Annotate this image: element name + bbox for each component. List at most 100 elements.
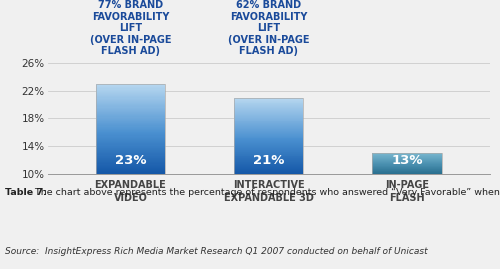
Bar xyxy=(234,153,304,154)
Bar xyxy=(96,123,165,124)
Bar xyxy=(96,95,165,96)
Bar xyxy=(234,151,304,152)
Bar xyxy=(96,86,165,87)
Bar xyxy=(234,141,304,142)
Bar xyxy=(96,168,165,169)
Bar xyxy=(234,135,304,136)
Bar xyxy=(234,132,304,133)
Bar xyxy=(234,137,304,139)
Bar xyxy=(234,115,304,116)
Bar xyxy=(96,158,165,159)
Bar xyxy=(234,131,304,132)
Bar xyxy=(234,172,304,174)
Bar xyxy=(96,140,165,141)
Bar xyxy=(234,129,304,130)
Bar xyxy=(96,96,165,97)
Bar xyxy=(96,103,165,104)
Bar xyxy=(234,150,304,151)
Bar xyxy=(96,92,165,93)
Bar xyxy=(96,153,165,154)
Bar xyxy=(96,114,165,115)
Bar xyxy=(96,91,165,92)
Bar xyxy=(96,107,165,108)
Text: 21%: 21% xyxy=(253,154,284,167)
Bar xyxy=(96,84,165,85)
Bar xyxy=(96,112,165,113)
Bar xyxy=(96,94,165,95)
Bar xyxy=(234,110,304,111)
Bar xyxy=(96,144,165,146)
Bar xyxy=(96,137,165,138)
Bar xyxy=(234,160,304,161)
Bar xyxy=(96,134,165,136)
Text: Table 7:: Table 7: xyxy=(5,188,47,197)
Bar xyxy=(96,139,165,140)
Bar xyxy=(234,107,304,108)
Bar xyxy=(96,165,165,166)
Bar xyxy=(96,119,165,120)
Bar xyxy=(234,169,304,170)
Bar xyxy=(96,147,165,148)
Bar xyxy=(96,110,165,111)
Bar xyxy=(96,118,165,119)
Bar xyxy=(96,87,165,89)
Bar xyxy=(234,124,304,125)
Bar xyxy=(234,157,304,158)
Bar xyxy=(234,142,304,143)
Bar xyxy=(234,100,304,101)
Bar xyxy=(96,159,165,160)
Bar xyxy=(96,164,165,165)
Bar xyxy=(234,134,304,135)
Bar xyxy=(234,144,304,145)
Bar xyxy=(96,133,165,134)
Bar xyxy=(96,129,165,130)
Bar xyxy=(96,150,165,151)
Bar xyxy=(96,141,165,142)
Bar xyxy=(234,164,304,165)
Bar xyxy=(96,121,165,122)
Bar xyxy=(96,149,165,150)
Bar xyxy=(96,142,165,143)
Bar xyxy=(96,151,165,152)
Bar xyxy=(96,169,165,170)
Bar xyxy=(234,159,304,160)
Bar xyxy=(234,130,304,131)
Bar xyxy=(234,155,304,157)
Bar xyxy=(234,140,304,141)
Bar xyxy=(372,153,442,174)
Bar xyxy=(234,165,304,166)
Bar xyxy=(234,113,304,114)
Bar xyxy=(234,126,304,127)
Bar xyxy=(234,122,304,123)
Bar xyxy=(96,162,165,164)
Bar xyxy=(96,85,165,86)
Text: The chart above represents the percentage of respondents who answered “Very Favo: The chart above represents the percentag… xyxy=(32,188,500,197)
Bar xyxy=(96,171,165,172)
Text: 77% BRAND
FAVORABILITY
LIFT
(OVER IN-PAGE
FLASH AD): 77% BRAND FAVORABILITY LIFT (OVER IN-PAG… xyxy=(90,0,171,56)
Bar xyxy=(234,146,304,147)
Bar xyxy=(234,127,304,128)
Bar xyxy=(234,168,304,169)
Bar xyxy=(234,147,304,148)
Bar xyxy=(234,116,304,117)
Bar xyxy=(96,143,165,144)
Bar xyxy=(96,161,165,162)
Bar xyxy=(234,109,304,110)
Bar xyxy=(234,139,304,140)
Bar xyxy=(234,145,304,146)
Bar xyxy=(234,123,304,124)
Bar xyxy=(96,101,165,102)
Bar xyxy=(96,126,165,128)
Bar xyxy=(234,104,304,105)
Bar xyxy=(234,108,304,109)
Bar xyxy=(96,90,165,91)
Bar xyxy=(234,119,304,121)
Text: 13%: 13% xyxy=(392,154,423,167)
Bar xyxy=(96,89,165,90)
Bar xyxy=(234,106,304,107)
Bar xyxy=(234,133,304,134)
Bar xyxy=(234,121,304,122)
Bar xyxy=(96,108,165,109)
Bar xyxy=(234,118,304,119)
Bar xyxy=(234,166,304,167)
